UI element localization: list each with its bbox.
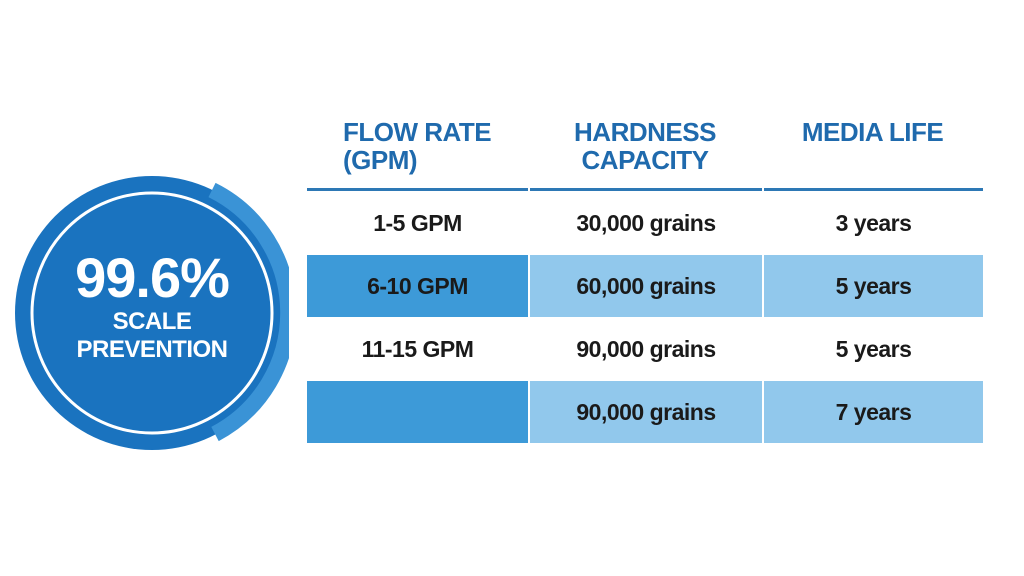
scale-prevention-badge: 99.6% SCALE PREVENTION xyxy=(15,176,289,450)
header-flow-rate: FLOW RATE (GPM) xyxy=(307,118,528,188)
table-row: 6-10 GPM 60,000 grains 5 years xyxy=(307,255,983,317)
cell-life: 5 years xyxy=(835,335,912,362)
cell-capacity: 30,000 grains xyxy=(576,209,716,236)
header-flow-rate-line2: (GPM) xyxy=(343,145,418,175)
table-header: FLOW RATE (GPM) HARDNESS CAPACITY MEDIA … xyxy=(307,118,983,188)
cell-life: 5 years xyxy=(764,255,983,317)
header-flow-rate-line1: FLOW RATE xyxy=(343,117,492,147)
badge-circle-icon xyxy=(15,176,289,450)
header-media-life: MEDIA LIFE xyxy=(762,118,983,188)
specs-table: FLOW RATE (GPM) HARDNESS CAPACITY MEDIA … xyxy=(307,118,983,443)
cell-capacity: 90,000 grains xyxy=(530,381,762,443)
header-hardness-capacity: HARDNESS CAPACITY xyxy=(528,118,762,188)
badge-label-line1: SCALE xyxy=(112,308,192,335)
badge-value: 99.6% xyxy=(75,246,230,309)
cell-flow xyxy=(307,381,528,443)
header-divider xyxy=(307,188,983,191)
cell-flow: 11-15 GPM xyxy=(361,335,474,362)
cell-capacity: 90,000 grains xyxy=(576,335,716,362)
cell-life: 7 years xyxy=(764,381,983,443)
header-hardness-line1: HARDNESS xyxy=(574,117,716,147)
table-row: 11-15 GPM 90,000 grains 5 years xyxy=(307,318,983,380)
cell-flow: 1-5 GPM xyxy=(373,209,462,236)
header-hardness-line2: CAPACITY xyxy=(581,145,709,175)
table-row: 1-5 GPM 30,000 grains 3 years xyxy=(307,192,983,254)
cell-flow: 6-10 GPM xyxy=(307,255,528,317)
table-row: 90,000 grains 7 years xyxy=(307,381,983,443)
badge-label-line2: PREVENTION xyxy=(76,336,228,363)
cell-capacity: 60,000 grains xyxy=(530,255,762,317)
header-media-life-line1: MEDIA LIFE xyxy=(801,117,944,147)
cell-life: 3 years xyxy=(835,209,912,236)
